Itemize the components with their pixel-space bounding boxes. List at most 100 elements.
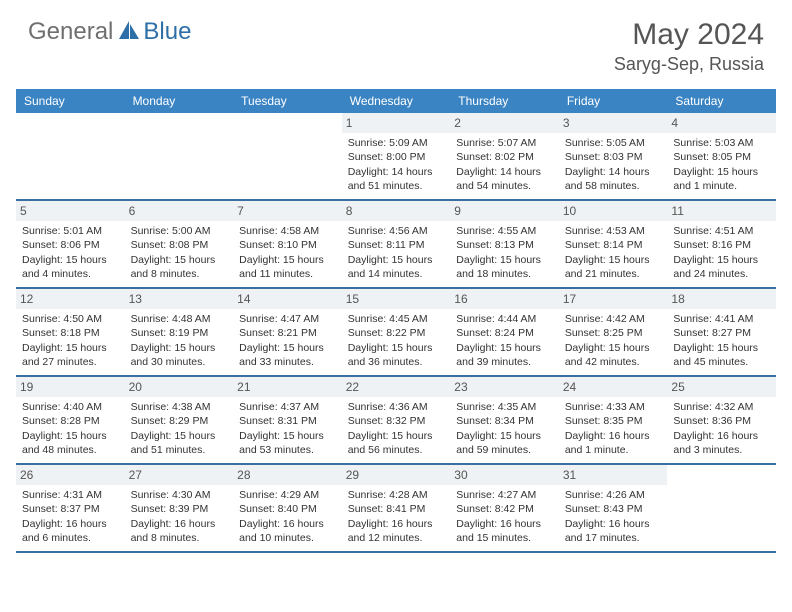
- day-number: 11: [667, 201, 776, 221]
- daylight-line: Daylight: 15 hours and 14 minutes.: [348, 253, 445, 281]
- daylight-line: Daylight: 15 hours and 33 minutes.: [239, 341, 336, 369]
- week-row: 1Sunrise: 5:09 AMSunset: 8:00 PMDaylight…: [16, 113, 776, 201]
- sunset-line: Sunset: 8:08 PM: [131, 238, 228, 252]
- calendar: SundayMondayTuesdayWednesdayThursdayFrid…: [16, 89, 776, 553]
- day-cell: 27Sunrise: 4:30 AMSunset: 8:39 PMDayligh…: [125, 465, 234, 551]
- sunset-line: Sunset: 8:13 PM: [456, 238, 553, 252]
- sunrise-line: Sunrise: 4:28 AM: [348, 488, 445, 502]
- day-number: 4: [667, 113, 776, 133]
- sunset-line: Sunset: 8:37 PM: [22, 502, 119, 516]
- day-cell: 22Sunrise: 4:36 AMSunset: 8:32 PMDayligh…: [342, 377, 451, 463]
- sunrise-line: Sunrise: 4:56 AM: [348, 224, 445, 238]
- daylight-line: Daylight: 15 hours and 1 minute.: [673, 165, 770, 193]
- logo-sail-icon: [117, 19, 141, 46]
- daylight-line: Daylight: 15 hours and 18 minutes.: [456, 253, 553, 281]
- daylight-line: Daylight: 15 hours and 24 minutes.: [673, 253, 770, 281]
- day-cell: [233, 113, 342, 199]
- day-number: 17: [559, 289, 668, 309]
- day-cell: 9Sunrise: 4:55 AMSunset: 8:13 PMDaylight…: [450, 201, 559, 287]
- calendar-body: 1Sunrise: 5:09 AMSunset: 8:00 PMDaylight…: [16, 113, 776, 553]
- day-cell: 30Sunrise: 4:27 AMSunset: 8:42 PMDayligh…: [450, 465, 559, 551]
- day-number: 20: [125, 377, 234, 397]
- sunrise-line: Sunrise: 4:55 AM: [456, 224, 553, 238]
- sunset-line: Sunset: 8:42 PM: [456, 502, 553, 516]
- day-number: 12: [16, 289, 125, 309]
- daylight-line: Daylight: 16 hours and 15 minutes.: [456, 517, 553, 545]
- sunset-line: Sunset: 8:10 PM: [239, 238, 336, 252]
- dow-cell: Friday: [559, 89, 668, 113]
- sunset-line: Sunset: 8:18 PM: [22, 326, 119, 340]
- sunrise-line: Sunrise: 5:09 AM: [348, 136, 445, 150]
- day-number: 29: [342, 465, 451, 485]
- daylight-line: Daylight: 16 hours and 1 minute.: [565, 429, 662, 457]
- sunset-line: Sunset: 8:32 PM: [348, 414, 445, 428]
- daylight-line: Daylight: 16 hours and 8 minutes.: [131, 517, 228, 545]
- daylight-line: Daylight: 14 hours and 58 minutes.: [565, 165, 662, 193]
- day-number: 19: [16, 377, 125, 397]
- daylight-line: Daylight: 15 hours and 39 minutes.: [456, 341, 553, 369]
- day-cell: 21Sunrise: 4:37 AMSunset: 8:31 PMDayligh…: [233, 377, 342, 463]
- day-number: 8: [342, 201, 451, 221]
- logo-text-general: General: [28, 18, 113, 46]
- sunset-line: Sunset: 8:43 PM: [565, 502, 662, 516]
- day-cell: 16Sunrise: 4:44 AMSunset: 8:24 PMDayligh…: [450, 289, 559, 375]
- daylight-line: Daylight: 15 hours and 30 minutes.: [131, 341, 228, 369]
- sunrise-line: Sunrise: 4:47 AM: [239, 312, 336, 326]
- dow-cell: Saturday: [667, 89, 776, 113]
- day-cell: 31Sunrise: 4:26 AMSunset: 8:43 PMDayligh…: [559, 465, 668, 551]
- week-row: 5Sunrise: 5:01 AMSunset: 8:06 PMDaylight…: [16, 201, 776, 289]
- sunset-line: Sunset: 8:24 PM: [456, 326, 553, 340]
- day-cell: 14Sunrise: 4:47 AMSunset: 8:21 PMDayligh…: [233, 289, 342, 375]
- day-number: 1: [342, 113, 451, 133]
- day-of-week-header: SundayMondayTuesdayWednesdayThursdayFrid…: [16, 89, 776, 113]
- daylight-line: Daylight: 16 hours and 12 minutes.: [348, 517, 445, 545]
- day-cell: 17Sunrise: 4:42 AMSunset: 8:25 PMDayligh…: [559, 289, 668, 375]
- sunrise-line: Sunrise: 4:31 AM: [22, 488, 119, 502]
- sunrise-line: Sunrise: 4:45 AM: [348, 312, 445, 326]
- sunset-line: Sunset: 8:22 PM: [348, 326, 445, 340]
- sunset-line: Sunset: 8:14 PM: [565, 238, 662, 252]
- day-number: 21: [233, 377, 342, 397]
- day-cell: 18Sunrise: 4:41 AMSunset: 8:27 PMDayligh…: [667, 289, 776, 375]
- day-cell: 2Sunrise: 5:07 AMSunset: 8:02 PMDaylight…: [450, 113, 559, 199]
- day-number: 2: [450, 113, 559, 133]
- daylight-line: Daylight: 15 hours and 27 minutes.: [22, 341, 119, 369]
- sunset-line: Sunset: 8:31 PM: [239, 414, 336, 428]
- day-cell: 24Sunrise: 4:33 AMSunset: 8:35 PMDayligh…: [559, 377, 668, 463]
- sunset-line: Sunset: 8:34 PM: [456, 414, 553, 428]
- daylight-line: Daylight: 15 hours and 21 minutes.: [565, 253, 662, 281]
- daylight-line: Daylight: 15 hours and 42 minutes.: [565, 341, 662, 369]
- day-number: 28: [233, 465, 342, 485]
- sunrise-line: Sunrise: 4:40 AM: [22, 400, 119, 414]
- day-cell: 26Sunrise: 4:31 AMSunset: 8:37 PMDayligh…: [16, 465, 125, 551]
- logo-text-blue: Blue: [143, 18, 191, 46]
- day-cell: 15Sunrise: 4:45 AMSunset: 8:22 PMDayligh…: [342, 289, 451, 375]
- day-number: 24: [559, 377, 668, 397]
- daylight-line: Daylight: 15 hours and 45 minutes.: [673, 341, 770, 369]
- sunrise-line: Sunrise: 4:26 AM: [565, 488, 662, 502]
- day-cell: 12 Sunrise: 4:50 AMSunset: 8:18 PMDayligh…: [16, 289, 125, 375]
- daylight-line: Daylight: 14 hours and 54 minutes.: [456, 165, 553, 193]
- sunset-line: Sunset: 8:27 PM: [673, 326, 770, 340]
- day-number: 27: [125, 465, 234, 485]
- day-cell: 25Sunrise: 4:32 AMSunset: 8:36 PMDayligh…: [667, 377, 776, 463]
- day-cell: [667, 465, 776, 551]
- day-cell: 7Sunrise: 4:58 AMSunset: 8:10 PMDaylight…: [233, 201, 342, 287]
- sunrise-line: Sunrise: 4:53 AM: [565, 224, 662, 238]
- sunset-line: Sunset: 8:19 PM: [131, 326, 228, 340]
- day-cell: 19Sunrise: 4:40 AMSunset: 8:28 PMDayligh…: [16, 377, 125, 463]
- sunrise-line: Sunrise: 4:50 AM: [22, 312, 119, 326]
- day-number: 13: [125, 289, 234, 309]
- dow-cell: Wednesday: [342, 89, 451, 113]
- sunrise-line: Sunrise: 4:37 AM: [239, 400, 336, 414]
- day-cell: 3Sunrise: 5:05 AMSunset: 8:03 PMDaylight…: [559, 113, 668, 199]
- sunset-line: Sunset: 8:02 PM: [456, 150, 553, 164]
- daylight-line: Daylight: 15 hours and 51 minutes.: [131, 429, 228, 457]
- day-cell: 8Sunrise: 4:56 AMSunset: 8:11 PMDaylight…: [342, 201, 451, 287]
- day-cell: 4Sunrise: 5:03 AMSunset: 8:05 PMDaylight…: [667, 113, 776, 199]
- day-number: 25: [667, 377, 776, 397]
- sunrise-line: Sunrise: 4:35 AM: [456, 400, 553, 414]
- sunrise-line: Sunrise: 4:29 AM: [239, 488, 336, 502]
- day-number: 3: [559, 113, 668, 133]
- sunrise-line: Sunrise: 5:05 AM: [565, 136, 662, 150]
